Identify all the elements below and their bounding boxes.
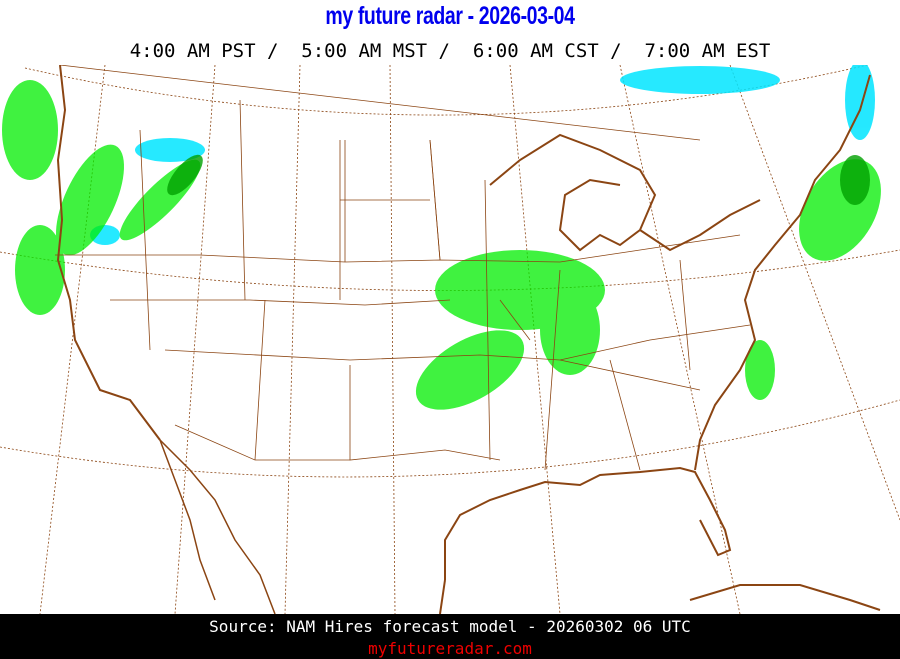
site-link[interactable]: myfutureradar.com — [368, 639, 532, 658]
rain-areas — [2, 80, 881, 410]
baja — [159, 439, 216, 601]
mexico-mainland-coast — [159, 439, 276, 614]
heavier-rain-areas — [167, 154, 870, 205]
latitude-line — [0, 399, 900, 478]
great-lakes — [489, 133, 761, 252]
longitude-line — [389, 65, 396, 614]
longitude-line — [619, 65, 741, 614]
mexico-gulf — [439, 579, 446, 614]
east-coast — [694, 74, 871, 471]
snow-areas — [90, 65, 875, 245]
longitude-line — [284, 65, 301, 614]
valid-times: 4:00 AM PST / 5:00 AM MST / 6:00 AM CST … — [129, 40, 771, 62]
state-borders — [55, 65, 751, 471]
model-source: Source: NAM Hires forecast model - 20260… — [209, 617, 691, 636]
cuba — [689, 584, 881, 611]
page-title: my future radar - 2026-03-04 — [325, 2, 575, 30]
coastlines-and-borders — [56, 65, 881, 614]
longitude-line — [729, 65, 900, 521]
radar-map — [0, 65, 900, 614]
gulf-coast — [444, 466, 732, 580]
precipitation — [2, 65, 881, 410]
west-coast — [56, 65, 161, 441]
footer-bar: Source: NAM Hires forecast model - 20260… — [0, 614, 900, 659]
